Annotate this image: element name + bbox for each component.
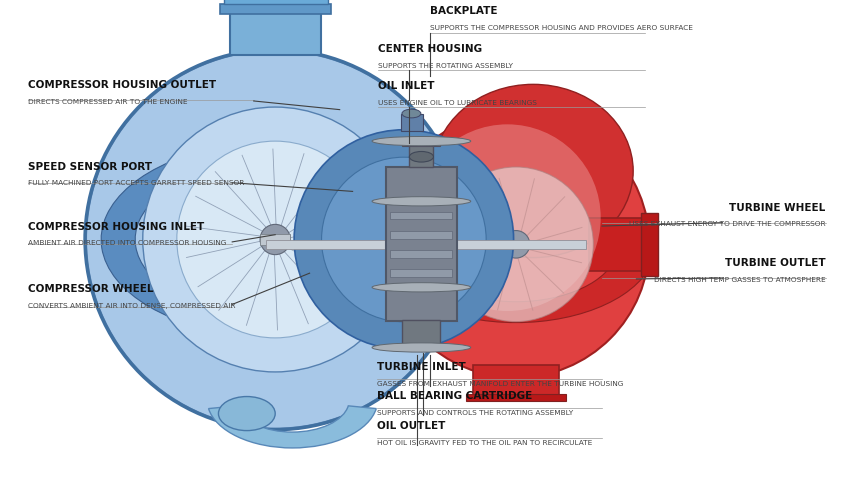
Text: SPEED SENSOR PORT: SPEED SENSOR PORT bbox=[28, 161, 152, 171]
Text: OIL INLET: OIL INLET bbox=[378, 81, 435, 91]
Ellipse shape bbox=[372, 197, 470, 206]
FancyBboxPatch shape bbox=[641, 214, 658, 276]
Ellipse shape bbox=[86, 51, 464, 429]
Ellipse shape bbox=[383, 112, 649, 378]
Text: COMPRESSOR WHEEL: COMPRESSOR WHEEL bbox=[28, 284, 154, 294]
Text: COMPRESSOR HOUSING INLET: COMPRESSOR HOUSING INLET bbox=[28, 221, 205, 231]
FancyBboxPatch shape bbox=[220, 5, 331, 15]
FancyBboxPatch shape bbox=[473, 365, 559, 396]
FancyBboxPatch shape bbox=[224, 0, 328, 5]
FancyBboxPatch shape bbox=[230, 13, 321, 56]
FancyBboxPatch shape bbox=[402, 321, 440, 346]
Text: CENTER HOUSING: CENTER HOUSING bbox=[378, 44, 482, 54]
Ellipse shape bbox=[439, 168, 593, 322]
Text: BACKPLATE: BACKPLATE bbox=[430, 6, 497, 16]
Text: DIRECTS HIGH TEMP GASSES TO ATMOSPHERE: DIRECTS HIGH TEMP GASSES TO ATMOSPHERE bbox=[654, 276, 826, 282]
Ellipse shape bbox=[372, 343, 470, 352]
Text: OIL OUTLET: OIL OUTLET bbox=[377, 420, 445, 431]
Text: USES EXHAUST ENERGY TO DRIVE THE COMPRESSOR: USES EXHAUST ENERGY TO DRIVE THE COMPRES… bbox=[629, 221, 826, 227]
FancyBboxPatch shape bbox=[386, 168, 457, 322]
Ellipse shape bbox=[433, 85, 633, 258]
FancyBboxPatch shape bbox=[390, 231, 452, 239]
FancyBboxPatch shape bbox=[409, 142, 433, 168]
Text: TURBINE OUTLET: TURBINE OUTLET bbox=[725, 257, 826, 267]
Ellipse shape bbox=[402, 110, 421, 119]
Text: HOT OIL IS GRAVITY FED TO THE OIL PAN TO RECIRCULATE: HOT OIL IS GRAVITY FED TO THE OIL PAN TO… bbox=[377, 439, 592, 445]
Text: TURBINE WHEEL: TURBINE WHEEL bbox=[729, 202, 826, 212]
Ellipse shape bbox=[294, 131, 513, 349]
Text: SUPPORTS THE ROTATING ASSEMBLY: SUPPORTS THE ROTATING ASSEMBLY bbox=[378, 62, 513, 68]
FancyBboxPatch shape bbox=[390, 251, 452, 258]
Ellipse shape bbox=[502, 231, 530, 259]
Ellipse shape bbox=[372, 137, 470, 146]
Ellipse shape bbox=[372, 283, 470, 292]
Text: SUPPORTS THE COMPRESSOR HOUSING AND PROVIDES AERO SURFACE: SUPPORTS THE COMPRESSOR HOUSING AND PROV… bbox=[430, 25, 693, 31]
Ellipse shape bbox=[177, 142, 373, 338]
FancyBboxPatch shape bbox=[260, 234, 291, 246]
Text: BALL BEARING CARTRIDGE: BALL BEARING CARTRIDGE bbox=[377, 390, 532, 400]
Ellipse shape bbox=[260, 225, 291, 255]
FancyBboxPatch shape bbox=[402, 141, 440, 146]
FancyBboxPatch shape bbox=[466, 394, 566, 401]
Text: SUPPORTS AND CONTROLS THE ROTATING ASSEMBLY: SUPPORTS AND CONTROLS THE ROTATING ASSEM… bbox=[377, 409, 573, 415]
FancyBboxPatch shape bbox=[397, 345, 445, 350]
Ellipse shape bbox=[322, 158, 486, 322]
FancyBboxPatch shape bbox=[266, 240, 586, 250]
Text: CONVERTS AMBIENT AIR INTO DENSE, COMPRESSED AIR: CONVERTS AMBIENT AIR INTO DENSE, COMPRES… bbox=[28, 302, 236, 308]
Ellipse shape bbox=[414, 125, 600, 312]
Ellipse shape bbox=[409, 152, 433, 163]
FancyBboxPatch shape bbox=[589, 218, 645, 271]
Ellipse shape bbox=[143, 108, 408, 372]
FancyBboxPatch shape bbox=[390, 270, 452, 277]
Wedge shape bbox=[209, 406, 376, 448]
Text: TURBINE INLET: TURBINE INLET bbox=[377, 361, 465, 372]
Text: AMBIENT AIR DIRECTED INTO COMPRESSOR HOUSING: AMBIENT AIR DIRECTED INTO COMPRESSOR HOU… bbox=[28, 240, 227, 246]
FancyBboxPatch shape bbox=[390, 212, 452, 220]
Wedge shape bbox=[384, 245, 656, 323]
Text: GASSES FROM EXHAUST MANIFOLD ENTER THE TURBINE HOUSING: GASSES FROM EXHAUST MANIFOLD ENTER THE T… bbox=[377, 380, 623, 386]
FancyBboxPatch shape bbox=[401, 114, 422, 132]
Text: COMPRESSOR HOUSING OUTLET: COMPRESSOR HOUSING OUTLET bbox=[28, 80, 217, 90]
Text: DIRECTS COMPRESSED AIR TO THE ENGINE: DIRECTS COMPRESSED AIR TO THE ENGINE bbox=[28, 98, 187, 104]
Wedge shape bbox=[101, 143, 439, 337]
Ellipse shape bbox=[218, 396, 275, 431]
Text: FULLY MACHINED PORT ACCEPTS GARRETT SPEED SENSOR: FULLY MACHINED PORT ACCEPTS GARRETT SPEE… bbox=[28, 180, 245, 186]
Text: USES ENGINE OIL TO LUBRICATE BEARINGS: USES ENGINE OIL TO LUBRICATE BEARINGS bbox=[378, 100, 538, 106]
